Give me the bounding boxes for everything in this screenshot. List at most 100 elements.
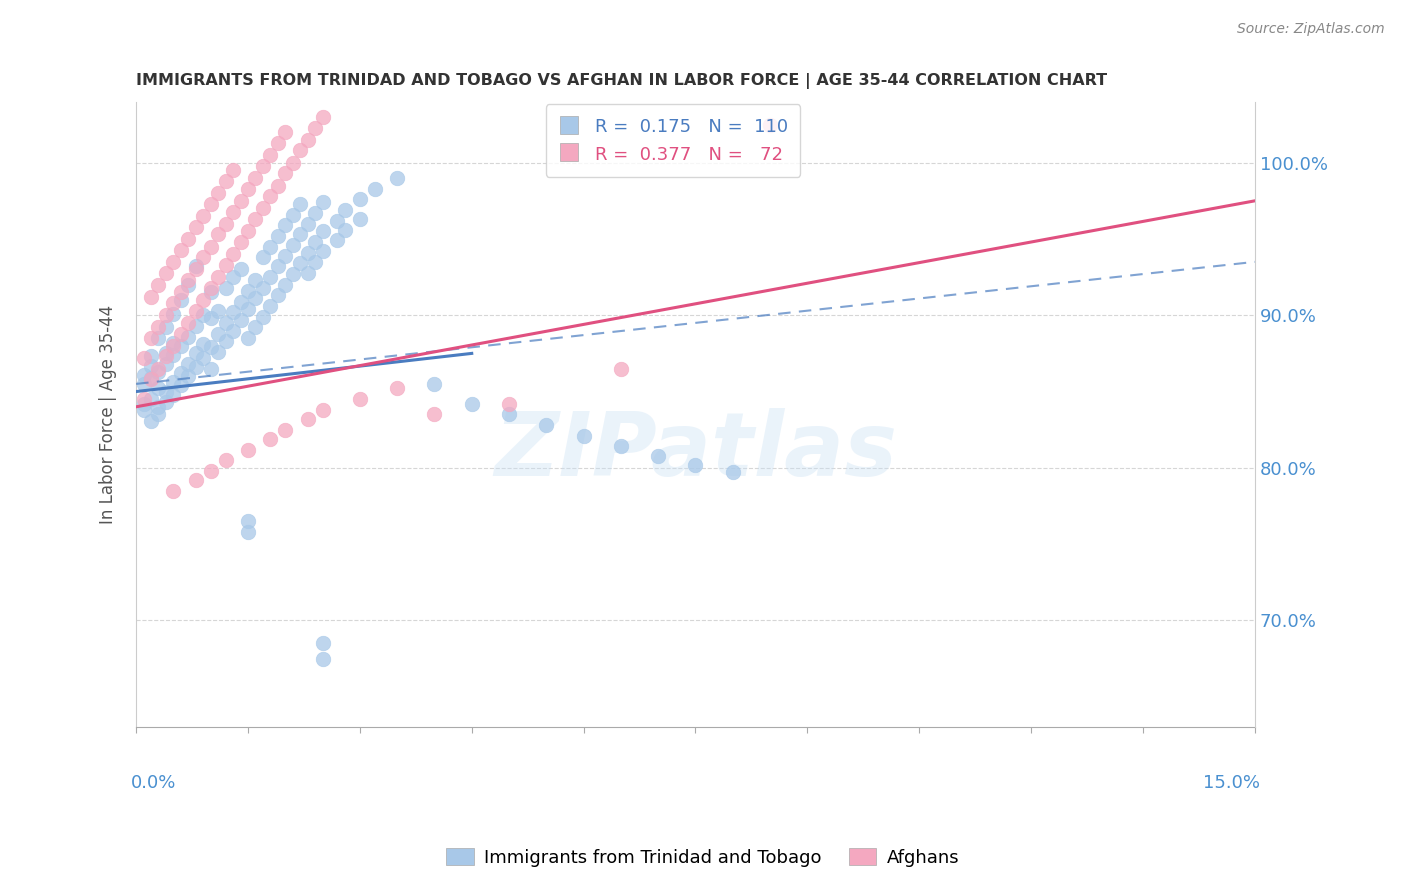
Point xyxy=(290,227,312,242)
Point xyxy=(139,413,162,427)
Point xyxy=(311,195,333,210)
Point xyxy=(207,303,229,318)
Point xyxy=(572,429,595,443)
Point xyxy=(139,331,162,345)
Point xyxy=(297,133,319,147)
Point xyxy=(207,270,229,285)
Point xyxy=(349,212,371,227)
Point xyxy=(193,351,215,365)
Point xyxy=(170,378,193,392)
Point xyxy=(170,243,193,257)
Point xyxy=(304,235,326,249)
Point xyxy=(148,408,170,422)
Point xyxy=(222,163,245,178)
Legend: R =  0.175   N =  110, R =  0.377   N =   72: R = 0.175 N = 110, R = 0.377 N = 72 xyxy=(546,104,800,177)
Point xyxy=(162,339,184,353)
Point xyxy=(155,357,177,371)
Point xyxy=(311,244,333,259)
Point xyxy=(200,285,222,300)
Point xyxy=(162,255,184,269)
Point xyxy=(252,159,274,173)
Text: IMMIGRANTS FROM TRINIDAD AND TOBAGO VS AFGHAN IN LABOR FORCE | AGE 35-44 CORRELA: IMMIGRANTS FROM TRINIDAD AND TOBAGO VS A… xyxy=(136,73,1108,89)
Point xyxy=(229,294,252,309)
Point xyxy=(259,432,281,446)
Point xyxy=(245,273,267,287)
Point xyxy=(297,266,319,280)
Point xyxy=(385,170,408,185)
Point xyxy=(229,235,252,249)
Point xyxy=(290,256,312,270)
Point xyxy=(193,293,215,307)
Point xyxy=(252,202,274,216)
Point xyxy=(193,209,215,223)
Point xyxy=(132,392,155,406)
Point xyxy=(139,359,162,373)
Point xyxy=(222,324,245,338)
Point xyxy=(155,346,177,360)
Point xyxy=(236,524,259,539)
Point xyxy=(162,335,184,350)
Point xyxy=(685,458,707,472)
Point xyxy=(139,371,162,385)
Point xyxy=(304,120,326,135)
Point xyxy=(423,376,446,391)
Point xyxy=(290,197,312,211)
Point xyxy=(423,408,446,422)
Point xyxy=(148,400,170,414)
Point xyxy=(222,247,245,261)
Point xyxy=(177,232,200,246)
Point xyxy=(148,365,170,379)
Point xyxy=(184,473,207,487)
Point xyxy=(252,281,274,295)
Point xyxy=(193,250,215,264)
Point xyxy=(200,361,222,376)
Point xyxy=(610,361,633,376)
Point xyxy=(274,423,297,437)
Point xyxy=(184,262,207,277)
Point xyxy=(267,260,290,274)
Point xyxy=(385,382,408,396)
Point xyxy=(259,299,281,313)
Point xyxy=(200,464,222,478)
Point xyxy=(200,340,222,354)
Point xyxy=(200,281,222,295)
Point xyxy=(139,372,162,386)
Point xyxy=(214,334,236,349)
Point xyxy=(326,213,349,227)
Point xyxy=(311,636,333,650)
Point xyxy=(349,392,371,406)
Point xyxy=(274,249,297,263)
Point xyxy=(229,313,252,327)
Point xyxy=(162,387,184,401)
Point xyxy=(207,326,229,341)
Point xyxy=(721,466,744,480)
Point xyxy=(214,258,236,272)
Point xyxy=(207,227,229,242)
Point xyxy=(170,285,193,300)
Point xyxy=(132,376,155,391)
Point xyxy=(236,331,259,345)
Point xyxy=(200,239,222,253)
Point xyxy=(252,250,274,264)
Point xyxy=(184,346,207,360)
Text: ZIPatlas: ZIPatlas xyxy=(494,409,897,495)
Point xyxy=(259,148,281,162)
Point xyxy=(162,483,184,498)
Point xyxy=(259,239,281,253)
Point xyxy=(222,305,245,319)
Point xyxy=(274,125,297,139)
Text: 15.0%: 15.0% xyxy=(1204,774,1260,792)
Point xyxy=(304,206,326,220)
Point xyxy=(259,270,281,285)
Point xyxy=(184,260,207,274)
Point xyxy=(193,337,215,351)
Point xyxy=(177,316,200,330)
Text: Source: ZipAtlas.com: Source: ZipAtlas.com xyxy=(1237,22,1385,37)
Point xyxy=(155,320,177,334)
Point xyxy=(759,118,782,132)
Point xyxy=(349,192,371,206)
Point xyxy=(207,186,229,201)
Point xyxy=(214,217,236,231)
Point xyxy=(498,397,520,411)
Point xyxy=(311,651,333,665)
